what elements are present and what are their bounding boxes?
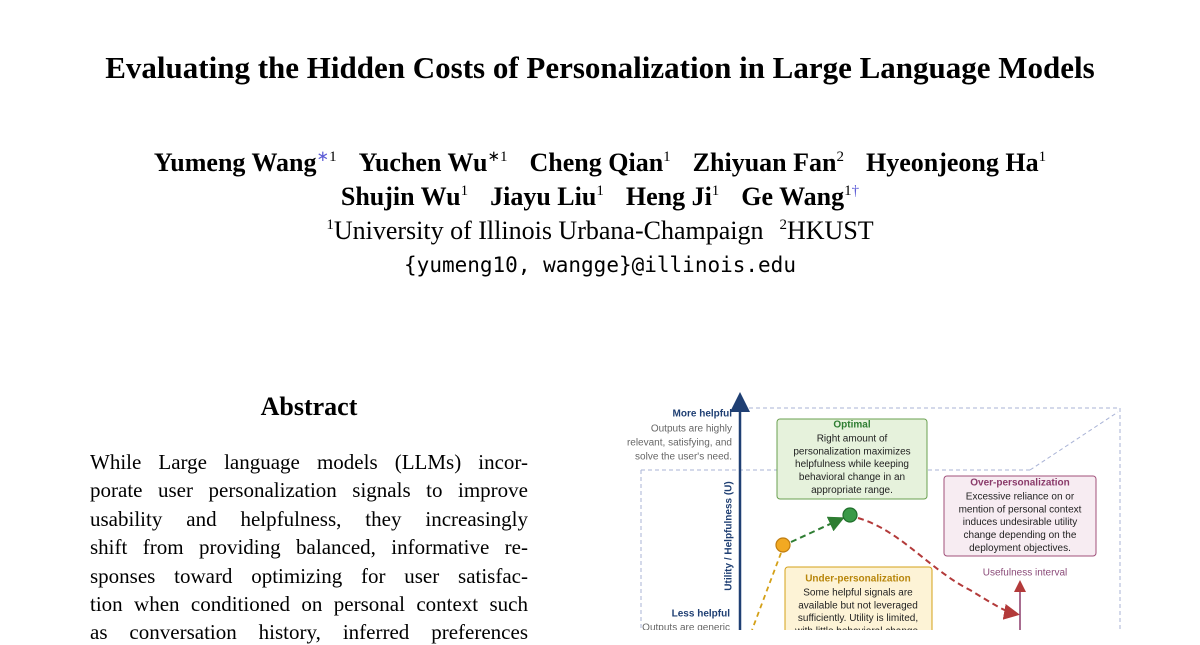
figure-text: Outputs are generic [642, 623, 730, 630]
author: Hyeonjeong Ha1 [866, 148, 1046, 177]
abstract-line: shift from providing balanced, informati… [90, 535, 528, 560]
abstract-line: While Large language models (LLMs) incor… [90, 450, 528, 474]
figure-text: solve the user's need. [635, 452, 732, 463]
page: Evaluating the Hidden Costs of Personali… [0, 50, 1200, 645]
under-box [784, 566, 933, 630]
author: Yuchen Wu∗1 [359, 148, 508, 177]
affiliation-name: University of Illinois Urbana-Champaign [333, 216, 764, 245]
top-description: Outputs are highly relevant, satisfying, … [627, 424, 732, 463]
author-affiliation: 1 [1038, 149, 1047, 165]
figure-text: relevant, satisfying, and [627, 438, 732, 449]
guides [640, 407, 1121, 630]
top-label: More helpful [673, 409, 733, 420]
author-sup: 1 [596, 183, 604, 199]
abstract-line: tion when conditioned on personal contex… [90, 592, 528, 616]
box-line: Right amount of [817, 434, 888, 445]
author-name: Hyeonjeong Ha [865, 148, 1039, 177]
box-line: mention of personal context [959, 504, 1082, 515]
affiliation-sup: 1 [326, 217, 334, 233]
author: Ge Wang1† [741, 182, 859, 211]
abstract-heading: Abstract [260, 392, 358, 421]
interval-label: Usefulness interval [983, 568, 1067, 579]
abstract-line: usability and helpfulness, they increasi… [90, 506, 528, 531]
box-line: induces undesirable utility [963, 517, 1078, 528]
author: Yumeng Wang∗1 [154, 148, 337, 177]
box-line: with little behavioral change. [794, 626, 921, 630]
author-affiliation: 1 [663, 149, 671, 165]
box-line: sufficiently. Utility is limited, [798, 613, 918, 624]
affiliations: 1University of Illinois Urbana-Champaign… [0, 216, 1200, 246]
box-line: Some helpful signals are [803, 588, 913, 599]
author-sup: ∗1 [316, 149, 336, 165]
author: Heng Ji1 [626, 182, 719, 211]
author: Jiayu Liu1 [490, 182, 604, 211]
author-affiliation: 1 [500, 149, 508, 165]
author-line: Yumeng Wang∗1 Yuchen Wu∗1 Cheng Qian1 Zhiyu… [0, 148, 1200, 178]
author-name: Cheng Qian [529, 148, 664, 177]
author-line: Shujin Wu1 Jiayu Liu1 Heng Ji1 Ge Wang1† [0, 182, 1200, 212]
author-name: Shujin Wu [340, 182, 461, 211]
author-affiliation: 1 [844, 183, 852, 199]
optimal-point [842, 507, 858, 523]
optimal-box [776, 418, 928, 500]
author-affiliation: 1 [596, 183, 604, 199]
author-sup: 2 [836, 149, 844, 165]
box-line: available but not leveraged [798, 600, 918, 611]
affiliation-name: HKUST [786, 216, 874, 245]
under-point [775, 537, 791, 553]
abstract-line: as conversation history, inferred prefer… [90, 620, 528, 645]
author-sup: ∗1 [487, 149, 507, 165]
figure: Utility / Helpfulness (U) More helpful O… [627, 392, 1121, 630]
author: Zhiyuan Fan2 [693, 148, 844, 177]
under-dash [751, 552, 782, 630]
email: {yumeng10, wangge}@illinois.edu [404, 253, 796, 277]
author-symbol: † [851, 183, 860, 199]
author-sup: 1 [663, 149, 671, 165]
author-affiliation: 1 [711, 183, 720, 199]
author-name: Yumeng Wang [153, 148, 317, 177]
box-line: appropriate range. [811, 485, 893, 496]
author-name: Zhiyuan Fan [692, 148, 837, 177]
author-symbol: ∗ [316, 149, 330, 165]
box-line: Excessive reliance on or [966, 492, 1075, 503]
box-line: change depending on the [964, 530, 1077, 541]
author-sup: 1 [1039, 149, 1047, 165]
affiliation-sup: 2 [779, 217, 787, 233]
over-curve [857, 517, 1020, 620]
author-name: Jiayu Liu [490, 182, 597, 211]
figure-text: Outputs are highly [651, 424, 732, 435]
author-name: Yuchen Wu [358, 148, 488, 177]
box-line: personalization maximizes [793, 446, 910, 457]
author-sup: 1 [712, 183, 720, 199]
box-title: Optimal [833, 420, 870, 431]
box-line: helpfulness while keeping [795, 459, 909, 470]
affiliation: 2HKUST [779, 216, 873, 245]
optimal-arrow [790, 516, 845, 543]
author-affiliation: 1 [329, 149, 337, 165]
author: Cheng Qian1 [530, 148, 671, 177]
affiliation: 1University of Illinois Urbana-Champaign [326, 216, 763, 245]
box-line: deployment objectives. [969, 543, 1071, 554]
author-name: Heng Ji [625, 182, 712, 211]
paper-title: Evaluating the Hidden Costs of Personali… [105, 50, 1095, 85]
bottom-description: Outputs are generic [642, 623, 730, 630]
abstract-line: porate user personalization signals to i… [90, 478, 528, 503]
author-symbol: ∗ [487, 149, 501, 165]
bottom-label: Less helpful [672, 609, 731, 620]
box-line: behavioral change in an [799, 472, 905, 483]
author-sup: 1† [844, 183, 859, 199]
author-affiliation: 2 [836, 149, 844, 165]
box-title: Under-personalization [805, 574, 911, 585]
abstract-line: sponses toward optimizing for user satis… [90, 563, 528, 588]
author-name: Ge Wang [741, 182, 845, 211]
over-box [943, 475, 1097, 557]
y-axis-label: Utility / Helpfulness (U) [724, 481, 735, 590]
author-affiliation: 1 [460, 183, 469, 199]
box-title: Over-personalization [970, 478, 1069, 489]
author-sup: 1 [461, 183, 469, 199]
author: Shujin Wu1 [341, 182, 468, 211]
